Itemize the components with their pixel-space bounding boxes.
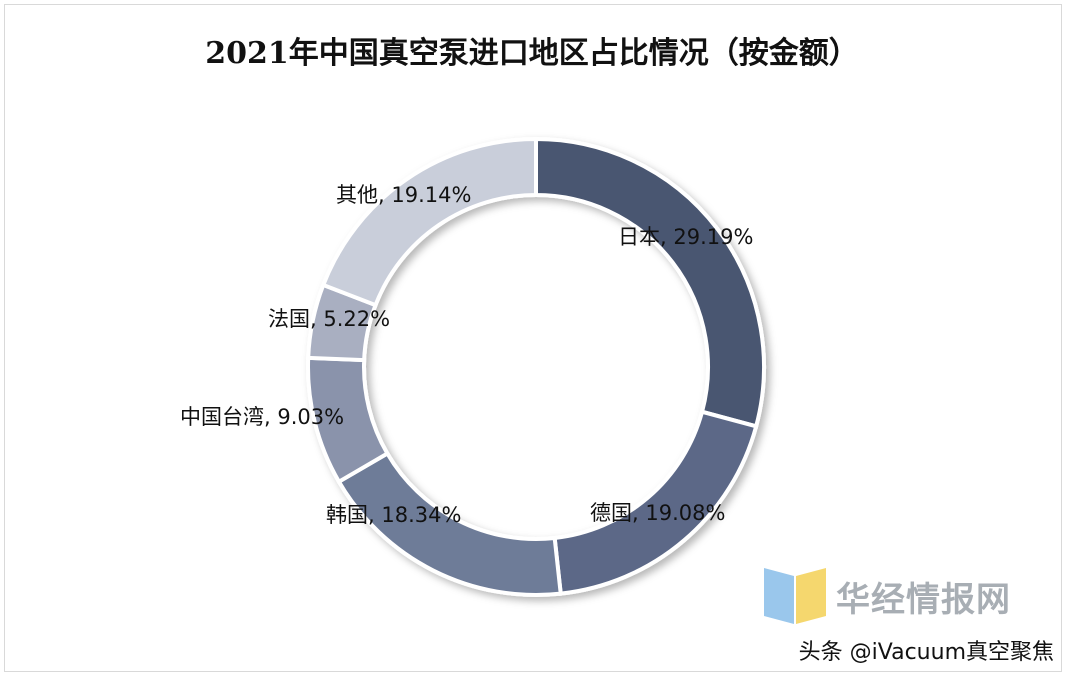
source-footer: 头条 @iVacuum真空聚焦 <box>798 640 1054 665</box>
slice-label-1: 日本, 29.19% <box>618 225 753 249</box>
slice-label-3: 韩国, 18.34% <box>326 503 461 527</box>
donut-slice-1 <box>534 136 766 429</box>
slice-label-6: 其他, 19.14% <box>336 183 471 207</box>
watermark-logo-icon <box>764 568 826 624</box>
slice-label-5: 法国, 5.22% <box>268 307 390 331</box>
watermark: 华经情报网 <box>764 568 1011 624</box>
donut-slices <box>306 136 766 597</box>
watermark-text: 华经情报网 <box>836 579 1011 620</box>
slice-label-2: 德国, 19.08% <box>590 501 725 525</box>
donut-slice-6 <box>320 136 538 308</box>
slice-labels: 日本, 29.19% 德国, 19.08% 韩国, 18.34% 中国台湾, 9.03… <box>180 183 753 527</box>
chart-title: 2021年中国真空泵进口地区占比情况（按金额） <box>205 36 859 71</box>
slice-label-4: 中国台湾, 9.03% <box>180 405 344 429</box>
